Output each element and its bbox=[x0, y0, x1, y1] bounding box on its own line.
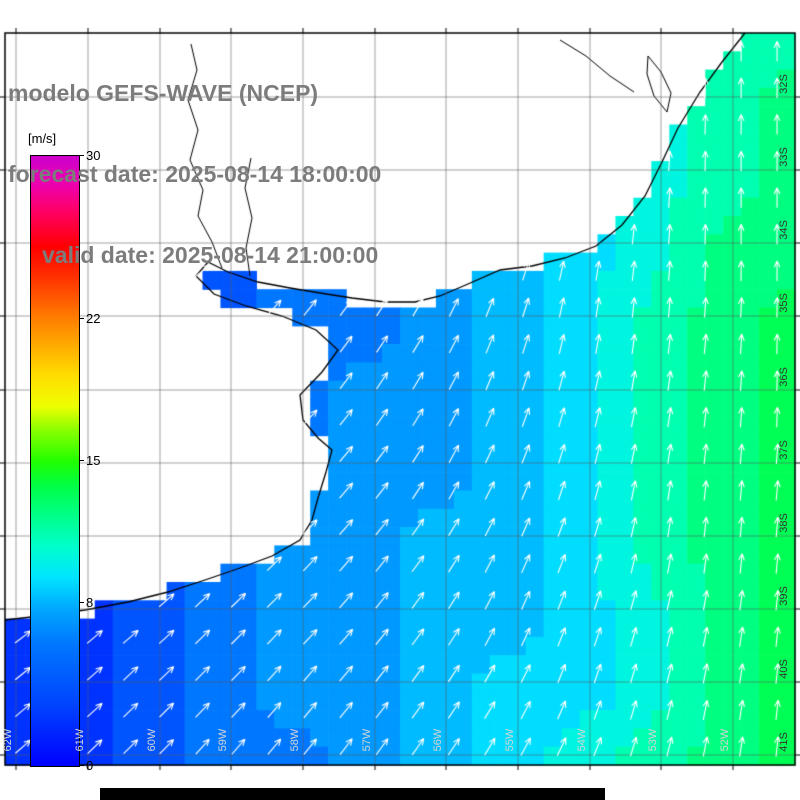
lon-label: 55W bbox=[504, 728, 516, 752]
lon-label: 54W bbox=[576, 728, 588, 752]
lat-label: 39S bbox=[778, 586, 790, 606]
map-header: modelo GEFS-WAVE (NCEP) forecast date: 2… bbox=[8, 26, 381, 323]
colorbar-tick: 22 bbox=[79, 311, 100, 326]
lat-label: 34S bbox=[778, 220, 790, 240]
model-title: modelo GEFS-WAVE (NCEP) bbox=[8, 80, 319, 106]
lon-label: 58W bbox=[289, 728, 301, 752]
lon-label: 53W bbox=[647, 728, 659, 752]
forecast-date: forecast date: 2025-08-14 18:00:00 bbox=[8, 161, 382, 187]
lon-label: 62W bbox=[2, 728, 14, 752]
valid-date: valid date: 2025-08-14 21:00:00 bbox=[42, 242, 379, 268]
colorbar-unit-label: [m/s] bbox=[28, 131, 57, 146]
lat-label: 33S bbox=[778, 147, 790, 167]
lon-label: 61W bbox=[74, 728, 86, 752]
lat-label: 40S bbox=[778, 659, 790, 679]
colorbar bbox=[30, 155, 80, 767]
colorbar-tick: 0 bbox=[79, 758, 93, 773]
colorbar-tick: 8 bbox=[79, 595, 93, 610]
lat-label: 41S bbox=[778, 732, 790, 752]
lat-label: 38S bbox=[778, 513, 790, 533]
lon-label: 57W bbox=[361, 728, 373, 752]
colorbar-tick: 30 bbox=[79, 148, 100, 163]
footer-bar bbox=[100, 788, 605, 800]
lon-label: 56W bbox=[432, 728, 444, 752]
colorbar-tick: 15 bbox=[79, 453, 100, 468]
lat-label: 32S bbox=[778, 74, 790, 94]
lon-label: 52W bbox=[719, 728, 731, 752]
lon-label: 60W bbox=[146, 728, 158, 752]
lat-label: 35S bbox=[778, 293, 790, 313]
lat-label: 37S bbox=[778, 440, 790, 460]
lat-label: 36S bbox=[778, 367, 790, 387]
lon-label: 59W bbox=[217, 728, 229, 752]
